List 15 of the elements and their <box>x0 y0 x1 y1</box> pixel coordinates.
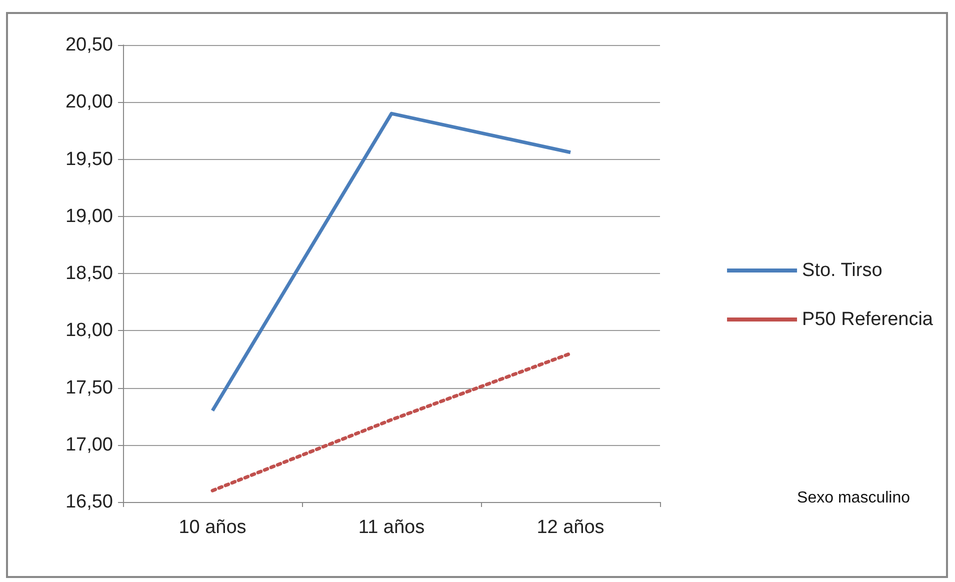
y-tick-label: 17,00 <box>65 434 113 456</box>
x-tick-label: 11 años <box>358 517 425 538</box>
y-tick-label: 18,00 <box>65 320 113 342</box>
legend-label: P50 Referencia <box>802 309 934 330</box>
y-tick-label: 18,50 <box>65 263 113 284</box>
y-tick-label: 20,00 <box>65 92 113 113</box>
y-tick-label: 19,50 <box>65 148 113 170</box>
x-tick-label: 12 años <box>536 517 604 538</box>
legend-label: Sto. Tirso <box>802 260 882 281</box>
y-tick-label: 17,50 <box>65 377 113 398</box>
y-tick-label: 19,00 <box>65 206 113 227</box>
text: Sexo masculino <box>797 490 910 506</box>
y-tick-label: 16,50 <box>65 492 113 512</box>
x-tick-label: 10 años <box>178 517 246 538</box>
y-tick-label: 20,50 <box>65 34 113 56</box>
